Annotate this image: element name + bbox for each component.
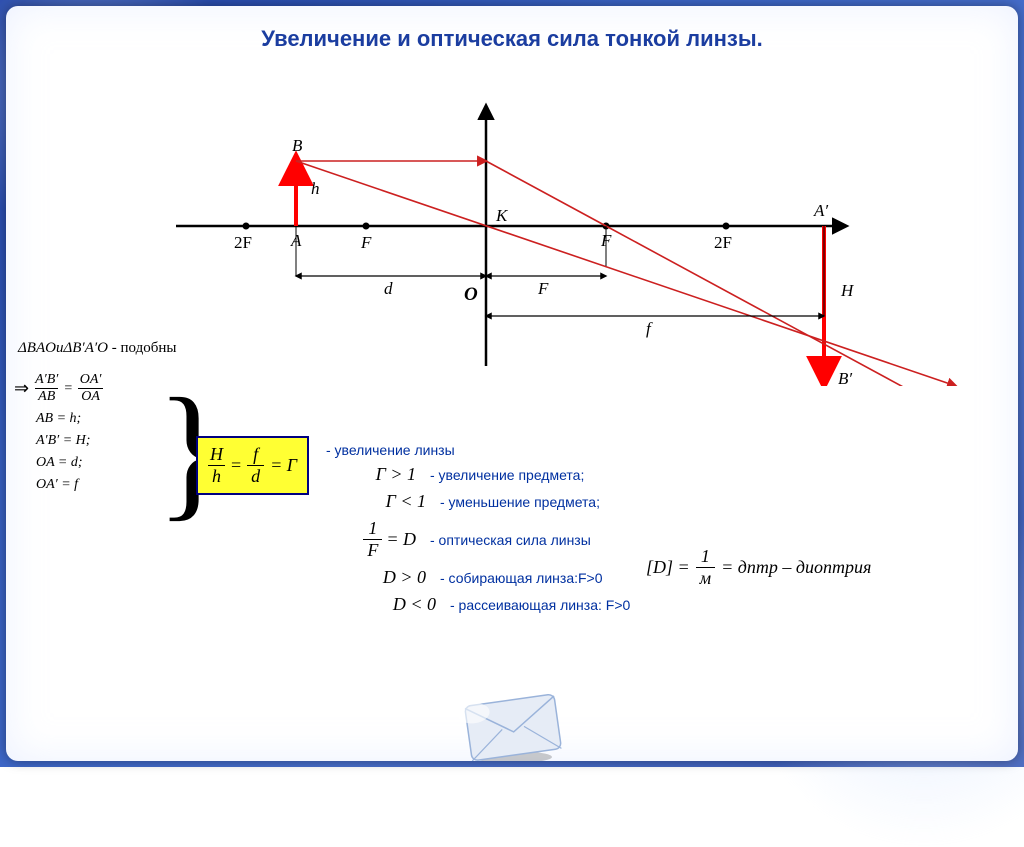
label-B: B: [292, 136, 303, 155]
definitions-list: - увеличение линзы Γ > 1 - увеличение пр…: [326, 436, 630, 621]
def-row: Γ > 1 - увеличение предмета;: [356, 464, 630, 485]
point-2F-right: [723, 223, 730, 230]
label-2F-right: 2F: [714, 233, 732, 252]
page-title: Увеличение и оптическая сила тонкой линз…: [6, 26, 1018, 52]
label-h: h: [311, 179, 320, 198]
point-F-left-dot: [363, 223, 370, 230]
label-O: O: [464, 284, 478, 305]
magnification-formula-box: Hh = fd = Γ: [196, 436, 309, 495]
point-2F-left: [243, 223, 250, 230]
label-B-prime: B′: [838, 369, 852, 386]
label-2F-left: 2F: [234, 233, 252, 252]
def-row: 1F = D - оптическая сила линзы: [356, 518, 630, 561]
envelope-icon: [457, 685, 567, 761]
label-K: K: [495, 206, 509, 225]
def-row: - увеличение линзы: [326, 442, 630, 458]
label-Fdim: F: [537, 279, 549, 298]
label-F-left: F: [360, 233, 372, 252]
def-row: D > 0 - собирающая линза:F>0: [366, 567, 630, 588]
dioptre-unit: [D] = 1м = дптр – диоптрия: [646, 546, 871, 589]
similar-triangles-text: ΔBAOиΔB′A′O - подобны: [18, 340, 176, 357]
label-F-right: F: [600, 231, 612, 250]
def-row: D < 0 - рассеивающая линза: F>0: [376, 594, 630, 615]
label-fdist: f: [646, 319, 653, 338]
brace-icon: }: [156, 376, 186, 526]
label-d: d: [384, 279, 393, 298]
label-A-prime: A′: [813, 201, 828, 220]
lens-diagram: B A h K 2F F F 2F A′ H B′ d F f O: [6, 66, 1018, 386]
label-H: H: [840, 281, 855, 300]
ray2: [296, 161, 956, 386]
def-row: Γ < 1 - уменьшение предмета;: [366, 491, 630, 512]
ray1-seg3: [606, 226, 966, 386]
label-A: A: [290, 231, 302, 250]
